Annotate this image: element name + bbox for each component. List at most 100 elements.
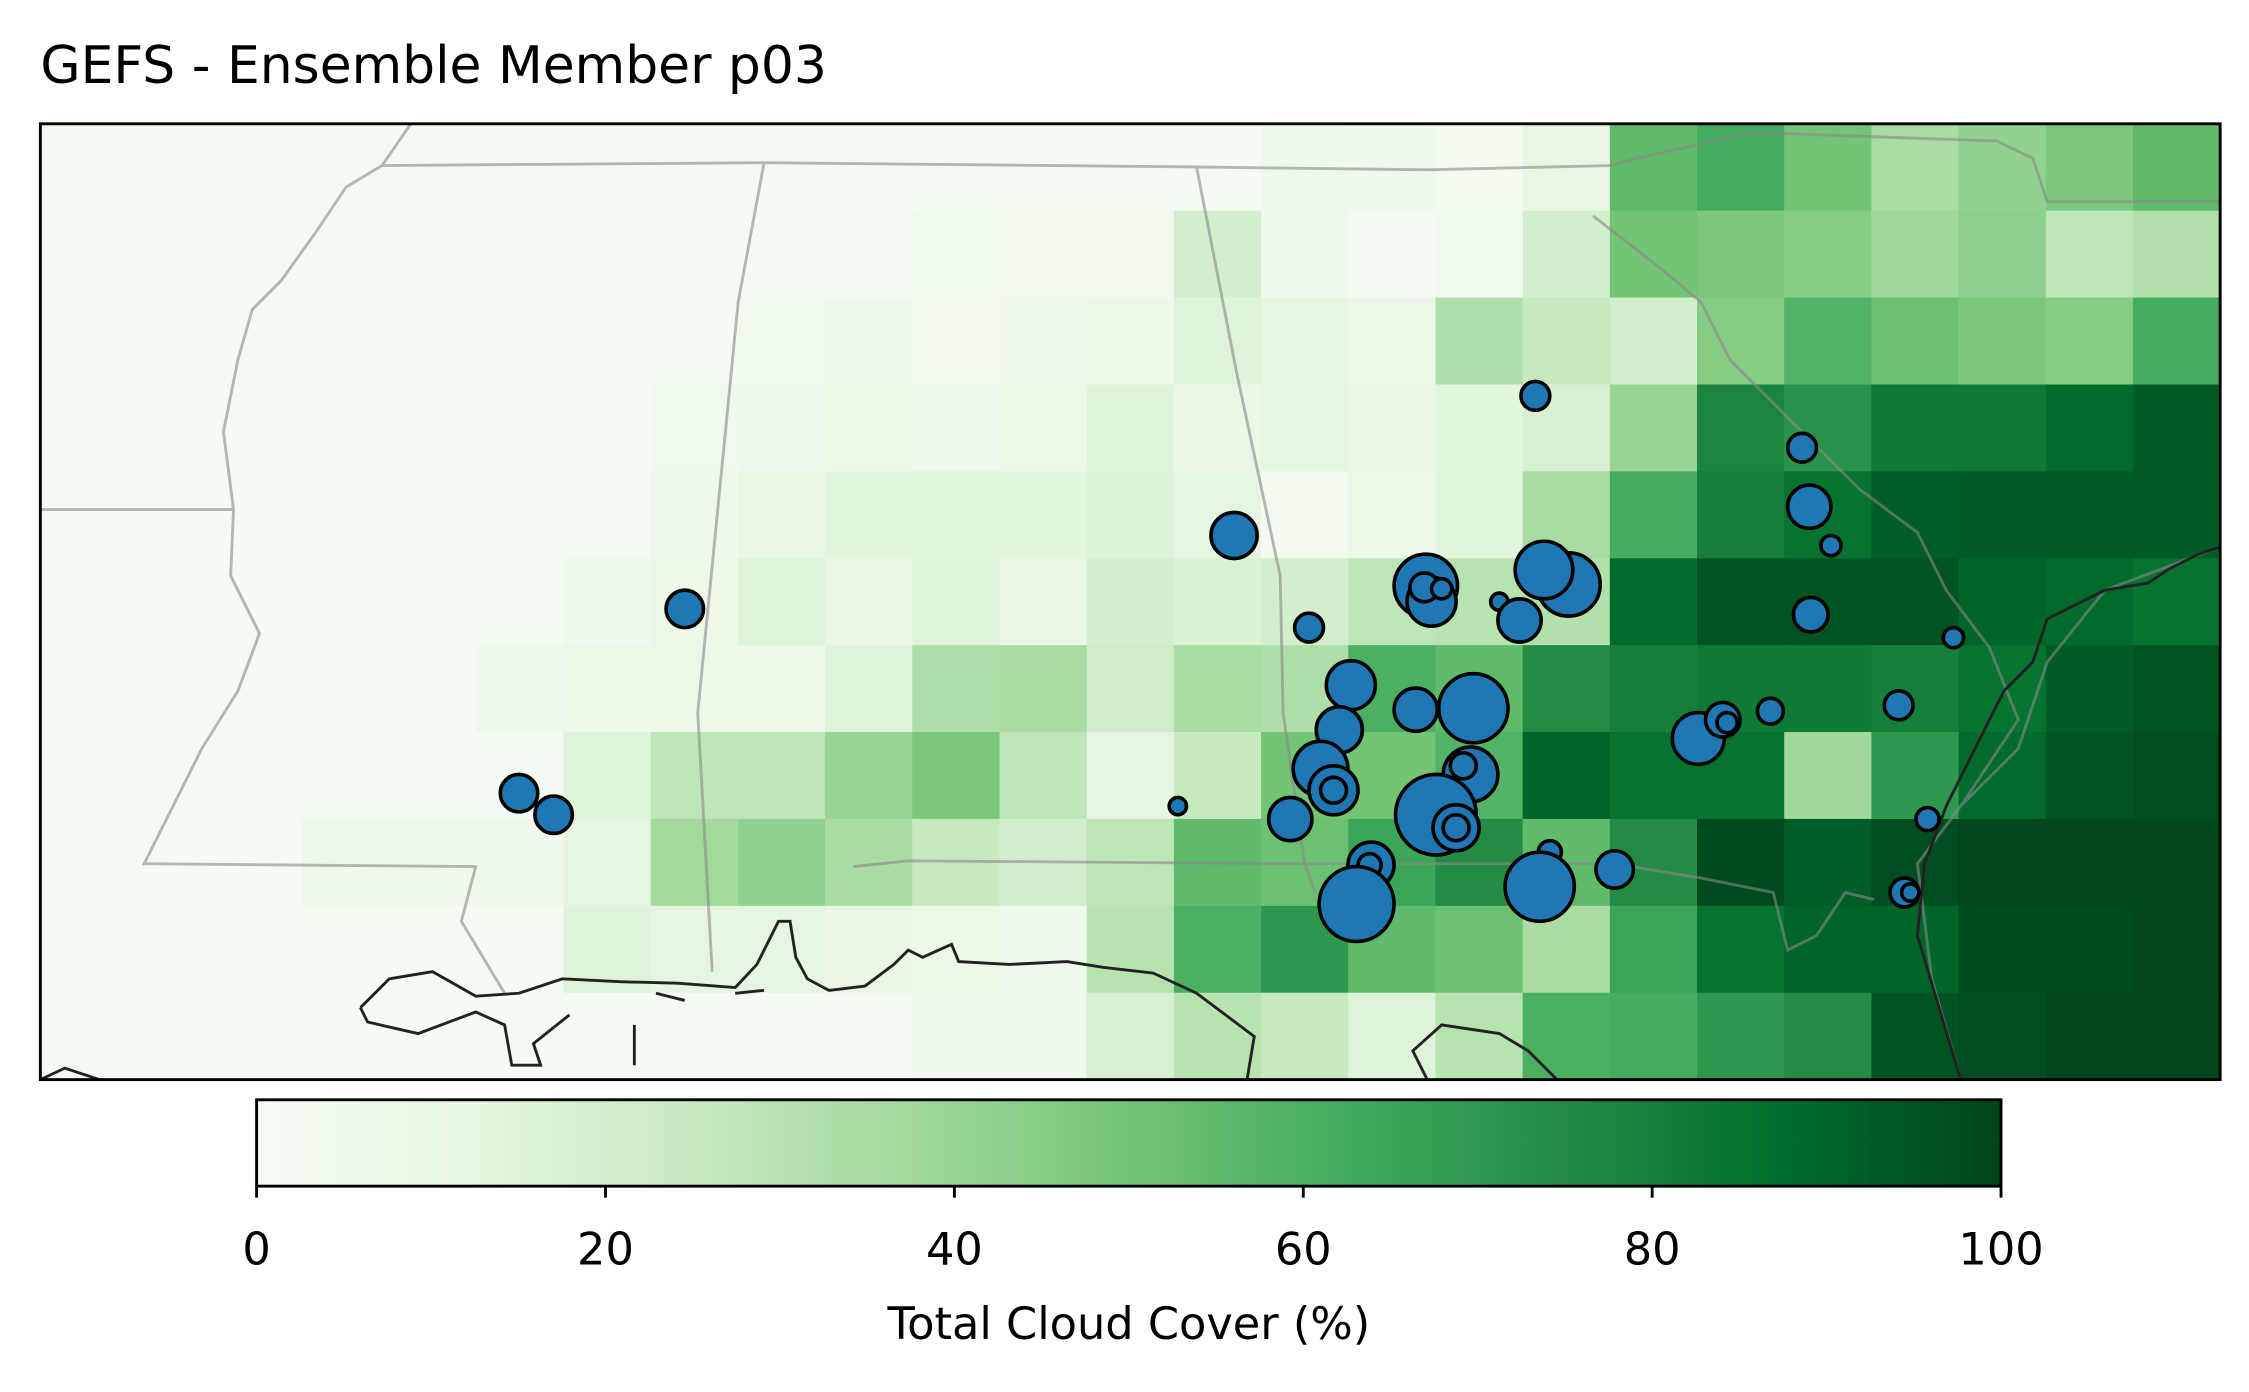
- grid-cell: [1348, 992, 1437, 1081]
- grid-cell: [912, 558, 1001, 647]
- grid-cell: [1435, 384, 1524, 473]
- map-frame: [38, 122, 2222, 1082]
- grid-cell: [999, 384, 1088, 473]
- grid-cell: [389, 558, 478, 647]
- grid-cell: [1871, 384, 1960, 473]
- grid-cell: [1697, 992, 1786, 1081]
- grid-cell: [389, 384, 478, 473]
- grid-cell: [999, 297, 1088, 386]
- colorbar: [255, 1098, 2003, 1188]
- grid-cell: [1609, 297, 1698, 386]
- grid-cell: [301, 732, 390, 820]
- chart-title: GEFS - Ensemble Member p03: [40, 36, 827, 96]
- station-marker: [1448, 751, 1479, 781]
- grid-cell: [389, 992, 478, 1081]
- station-marker: [1519, 379, 1552, 413]
- grid-cell: [1522, 645, 1611, 733]
- grid-cell: [563, 645, 652, 733]
- grid-cell: [301, 384, 390, 473]
- grid-cell: [1958, 297, 2047, 386]
- grid-cell: [2132, 818, 2222, 907]
- grid-cell: [650, 210, 739, 299]
- grid-cell: [563, 297, 652, 386]
- grid-cell: [214, 471, 303, 560]
- grid-cell: [2045, 818, 2134, 907]
- station-marker: [1496, 597, 1543, 644]
- grid-cell: [999, 992, 1088, 1081]
- station-marker: [1324, 658, 1378, 712]
- grid-cell: [476, 384, 565, 473]
- grid-cell: [912, 992, 1001, 1081]
- grid-cell: [476, 123, 565, 212]
- grid-cell: [2045, 992, 2134, 1081]
- grid-cell: [1348, 210, 1437, 299]
- grid-cell: [389, 297, 478, 386]
- grid-cell: [301, 905, 390, 994]
- grid-cell: [1871, 645, 1960, 733]
- grid-cell: [563, 123, 652, 212]
- grid-cell: [40, 384, 129, 473]
- grid-cell: [825, 732, 914, 820]
- grid-cell: [1261, 471, 1350, 560]
- colorbar-tick-label: 40: [926, 1223, 983, 1275]
- grid-cell: [1871, 732, 1960, 820]
- grid-cell: [737, 210, 826, 299]
- grid-cell: [825, 123, 914, 212]
- grid-cell: [127, 905, 216, 994]
- grid-cell: [737, 384, 826, 473]
- colorbar-tick-label: 100: [1958, 1223, 2043, 1275]
- grid-cell: [650, 732, 739, 820]
- grid-cell: [1173, 558, 1262, 647]
- grid-cell: [1086, 384, 1175, 473]
- grid-cell: [1697, 558, 1786, 647]
- grid-cell: [214, 210, 303, 299]
- grid-cell: [1784, 123, 1873, 212]
- grid-cell: [1958, 558, 2047, 647]
- grid-cell: [999, 645, 1088, 733]
- grid-cell: [1522, 732, 1611, 820]
- grid-cell: [2132, 645, 2222, 733]
- grid-cell: [389, 645, 478, 733]
- grid-cell: [1784, 818, 1873, 907]
- station-marker: [1503, 850, 1577, 924]
- station-marker: [1791, 595, 1830, 634]
- grid-cell: [1173, 905, 1262, 994]
- grid-cell: [1086, 210, 1175, 299]
- grid-cell: [2045, 297, 2134, 386]
- grid-cell: [825, 384, 914, 473]
- grid-cell: [2132, 905, 2222, 994]
- grid-cell: [40, 905, 129, 994]
- grid-cell: [650, 992, 739, 1081]
- grid-cell: [650, 471, 739, 560]
- grid-cell: [1697, 384, 1786, 473]
- grid-cell: [1435, 210, 1524, 299]
- grid-cell: [389, 123, 478, 212]
- grid-cell: [563, 558, 652, 647]
- grid-cell: [1958, 732, 2047, 820]
- colorbar-tick-label: 20: [577, 1223, 634, 1275]
- grid-cell: [127, 210, 216, 299]
- grid-cell: [1697, 210, 1786, 299]
- grid-cell: [1609, 471, 1698, 560]
- grid-cell: [999, 905, 1088, 994]
- grid-cell: [650, 123, 739, 212]
- grid-cell: [1697, 905, 1786, 994]
- grid-cell: [737, 558, 826, 647]
- grid-cell: [1697, 123, 1786, 212]
- station-marker: [1899, 882, 1921, 903]
- station-marker: [1755, 696, 1786, 726]
- grid-cell: [1261, 992, 1350, 1081]
- grid-cell: [563, 384, 652, 473]
- grid-cell: [127, 558, 216, 647]
- grid-cell: [825, 558, 914, 647]
- grid-cell: [2132, 992, 2222, 1081]
- grid-cell: [1522, 297, 1611, 386]
- grid-cell: [301, 297, 390, 386]
- grid-cell: [1871, 210, 1960, 299]
- grid-cell: [1958, 992, 2047, 1081]
- grid-cell: [999, 732, 1088, 820]
- station-marker: [1266, 795, 1314, 843]
- grid-cell: [912, 123, 1001, 212]
- grid-cell: [2045, 123, 2134, 212]
